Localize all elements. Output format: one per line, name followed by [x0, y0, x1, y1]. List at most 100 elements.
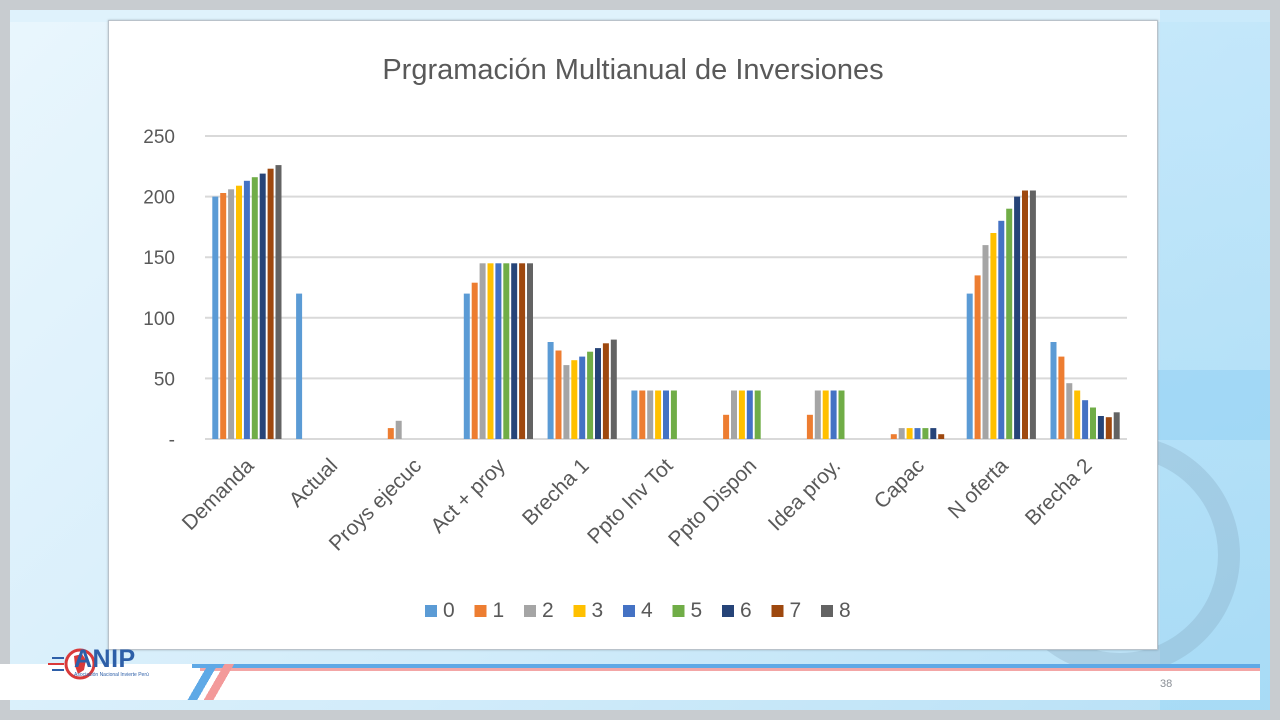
y-tick-label: 250	[143, 127, 175, 148]
bar	[998, 220, 1005, 439]
bar	[1097, 416, 1104, 439]
bar	[1082, 400, 1089, 439]
bar	[487, 263, 494, 439]
bar	[579, 356, 586, 439]
bar	[938, 434, 945, 439]
logo-text: ANIP	[74, 645, 136, 673]
bar	[655, 390, 662, 439]
bar	[1022, 190, 1028, 439]
bar	[463, 293, 470, 439]
legend-label: 7	[790, 599, 802, 622]
footer-slant-decoration	[176, 664, 236, 700]
bar	[610, 339, 617, 439]
legend-label: 3	[592, 599, 604, 622]
legend-label: 0	[443, 599, 455, 622]
bar	[259, 173, 266, 439]
bar	[1006, 208, 1013, 439]
x-category-label: Idea proy.	[764, 454, 845, 535]
chart-title: Prgramación Multianual de Inversiones	[382, 54, 883, 86]
legend-label: 4	[641, 599, 653, 622]
bar	[228, 189, 235, 439]
bar	[1058, 356, 1065, 439]
bar	[1113, 412, 1120, 439]
x-category-label: Brecha 1	[518, 454, 594, 530]
y-tick-label: 50	[154, 369, 175, 390]
bar	[555, 350, 562, 439]
bar	[519, 263, 526, 439]
legend-swatch	[623, 605, 635, 617]
bar	[639, 390, 646, 439]
y-tick-label: 150	[143, 248, 175, 269]
decorative-band	[10, 10, 1270, 22]
bar	[1050, 342, 1057, 439]
bar	[663, 390, 669, 439]
bar	[243, 180, 250, 440]
legend-label: 1	[493, 599, 505, 622]
bar	[723, 414, 730, 439]
bar	[595, 348, 601, 439]
bar	[754, 390, 761, 439]
bar	[587, 351, 594, 439]
bar	[1066, 383, 1073, 439]
bar	[990, 233, 997, 439]
bar	[647, 390, 654, 439]
footer-stripe-blue	[192, 664, 1260, 668]
legend-swatch	[425, 605, 437, 617]
bar	[890, 434, 897, 439]
x-category-label: N oferta	[944, 454, 1013, 523]
legend-swatch	[722, 605, 734, 617]
bar	[914, 428, 921, 439]
y-tick-label: 100	[143, 309, 175, 330]
legend-label: 2	[542, 599, 554, 622]
bar	[670, 390, 677, 439]
bar	[267, 168, 274, 439]
bar	[275, 165, 282, 439]
chart-frame: Prgramación Multianual de Inversiones -50…	[108, 20, 1158, 650]
bar	[495, 263, 502, 439]
bar	[251, 177, 258, 439]
legend-label: 6	[740, 599, 752, 622]
bar	[1074, 390, 1081, 439]
footer-stripe-red	[200, 668, 1260, 671]
legend-swatch	[573, 605, 586, 617]
y-tick-label: 200	[143, 188, 175, 209]
x-category-label: Brecha 2	[1021, 454, 1097, 530]
bar	[511, 263, 518, 439]
bar	[387, 428, 394, 439]
y-tick-label: -	[169, 430, 175, 451]
bar	[296, 293, 303, 439]
bar	[898, 428, 905, 439]
bar	[922, 428, 929, 439]
bar	[527, 263, 533, 439]
bar	[930, 428, 937, 439]
bar	[212, 196, 219, 439]
bar	[838, 390, 845, 439]
bar	[731, 390, 737, 439]
x-category-label: Actual	[285, 454, 343, 512]
bar	[503, 263, 510, 439]
bar	[220, 193, 227, 439]
bar	[1014, 196, 1021, 439]
x-category-label: Capac	[870, 454, 929, 513]
legend-label: 5	[691, 599, 703, 622]
bar	[602, 343, 609, 439]
bar	[738, 390, 745, 439]
bar-chart: Prgramación Multianual de Inversiones-50…	[143, 54, 1127, 622]
bar	[746, 390, 753, 439]
bar	[974, 275, 981, 439]
bar	[631, 390, 638, 439]
bar	[479, 263, 486, 439]
bar	[571, 360, 578, 439]
bar	[236, 185, 242, 439]
bar	[1090, 407, 1096, 439]
bar	[471, 282, 478, 439]
bar	[830, 390, 837, 439]
x-category-label: Demanda	[178, 454, 259, 535]
bar	[906, 428, 913, 439]
bar	[822, 390, 829, 439]
anip-logo-icon	[48, 648, 96, 680]
bar	[395, 420, 402, 439]
legend-swatch	[771, 605, 784, 617]
bar	[1105, 417, 1112, 439]
legend-swatch	[672, 605, 685, 617]
